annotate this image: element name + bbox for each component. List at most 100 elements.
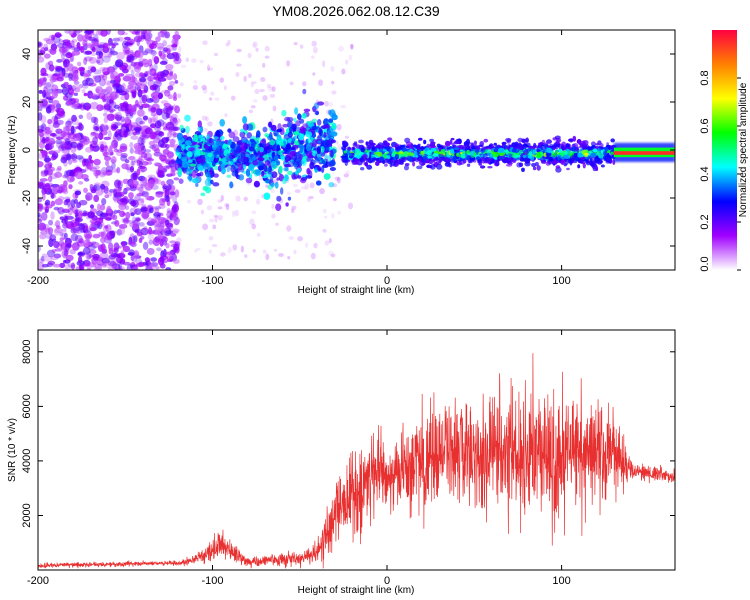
spectrogram-blob — [85, 77, 94, 87]
spectrogram-blob — [51, 34, 55, 41]
spectrogram-blob — [148, 49, 156, 55]
spectrogram-blob — [99, 77, 106, 87]
spectrogram-blob — [424, 148, 428, 152]
spectrogram-blob — [63, 199, 69, 206]
spectrogram-blob — [116, 229, 123, 236]
spectrogram-blob — [413, 156, 417, 161]
spectrogram-blob — [267, 166, 273, 175]
spectrogram-blob — [276, 177, 280, 181]
spectrogram-blob — [147, 180, 155, 188]
spectrogram-blob — [255, 130, 261, 139]
spectrogram-blob — [154, 207, 160, 215]
spectrogram-blob — [275, 222, 279, 226]
spectrogram-blob — [39, 183, 47, 190]
spectrogram-blob — [39, 233, 47, 240]
spectrogram-blob — [264, 55, 270, 59]
spectrogram-blob — [206, 205, 213, 211]
y-tick-label: 0 — [21, 147, 33, 153]
spectrogram-blob — [227, 39, 231, 46]
spectrogram-blob — [105, 224, 112, 233]
spectrogram-blob — [79, 46, 85, 53]
spectrogram-blob — [159, 197, 166, 206]
spectrogram-blob — [561, 147, 567, 151]
spectrogram-blob — [89, 93, 98, 99]
spectrogram-blob — [368, 139, 374, 145]
spectrogram-blob — [71, 159, 78, 163]
spectrogram-blob — [38, 56, 45, 63]
spectrogram-blob — [552, 154, 556, 160]
spectrogram-blob — [127, 104, 132, 113]
spectrogram-blob — [486, 149, 491, 154]
spectrogram-blob — [285, 167, 289, 172]
spectrogram-blob — [415, 146, 421, 150]
spectrogram-blob — [153, 56, 160, 65]
spectrogram-blob — [228, 131, 236, 139]
spectrogram-blob — [519, 156, 523, 162]
spectrogram-blob — [95, 52, 101, 56]
spectrogram-blob — [523, 157, 528, 163]
spectrogram-blob — [59, 50, 66, 56]
spectrogram-blob — [233, 143, 241, 152]
spectrogram-blob — [284, 116, 291, 122]
spectrogram-blob — [168, 126, 177, 131]
spectrogram-blob — [299, 146, 304, 154]
spectrogram-blob — [56, 119, 64, 126]
spectrogram-blob — [44, 208, 49, 214]
spectrogram-blob — [122, 218, 130, 223]
spectrogram-blob — [255, 47, 259, 52]
spectrogram-blob — [113, 104, 120, 110]
spectrogram-blob — [603, 155, 607, 162]
spectrogram-blob — [213, 173, 219, 178]
spectrogram-blob — [121, 241, 126, 248]
spectrogram-blob — [66, 243, 72, 248]
spectrogram-blob — [383, 154, 387, 158]
spectrogram-blob — [78, 66, 86, 72]
spectrogram-blob — [44, 227, 51, 233]
x-tick-label: 0 — [384, 575, 390, 587]
spectrogram-blob — [117, 149, 123, 153]
spectrogram-blob — [353, 158, 358, 162]
spectrogram-blob — [97, 30, 103, 36]
spectrogram-blob — [221, 169, 226, 173]
spectrogram-blob — [330, 131, 338, 137]
spectrogram-blob — [101, 198, 107, 206]
spectrogram-blob — [482, 153, 488, 160]
spectrogram-blob — [175, 147, 181, 153]
spectrogram-blob — [169, 71, 174, 76]
spectrogram-blob — [43, 53, 51, 59]
spectrogram-blob — [466, 138, 470, 145]
spectrogram-blob — [385, 142, 390, 147]
spectrogram-blob — [324, 215, 328, 219]
spectrogram-blob — [124, 116, 130, 124]
spectrogram-blob — [370, 160, 375, 163]
spectrogram-blob — [70, 141, 78, 149]
spectrogram-blob — [346, 150, 350, 155]
spectrogram-blob — [329, 149, 334, 158]
spectrogram-blob — [157, 170, 164, 177]
spectrogram-blob — [209, 97, 213, 101]
spectrogram-blob — [129, 49, 134, 57]
spectrogram-blob — [291, 205, 297, 210]
spectrogram-blob — [92, 136, 98, 145]
spectrogram-blob — [120, 250, 125, 259]
spectrogram-blob — [337, 210, 342, 215]
spectrogram-blob — [462, 151, 466, 155]
spectrogram-blob — [147, 217, 153, 224]
spectrogram-blob — [54, 223, 59, 227]
spectrogram-blob — [442, 145, 446, 149]
spectrogram-blob — [237, 163, 244, 171]
spectrogram-blob — [492, 151, 499, 158]
spectrogram-blob — [214, 52, 218, 57]
spectrogram-blob — [40, 104, 49, 109]
spectrogram-blob — [98, 217, 104, 221]
spectrogram-blob — [41, 98, 48, 107]
spectrogram-blob — [118, 73, 125, 77]
spectrogram-blob — [262, 95, 268, 101]
spectrogram-blob — [186, 199, 192, 204]
spectrogram-blob — [135, 31, 140, 36]
spectrogram-blob — [156, 178, 162, 185]
spectrogram-blob — [294, 107, 299, 115]
spectrogram-blob — [115, 114, 122, 121]
spectrogram-blob — [182, 143, 186, 150]
spectrogram-blob — [201, 115, 207, 121]
